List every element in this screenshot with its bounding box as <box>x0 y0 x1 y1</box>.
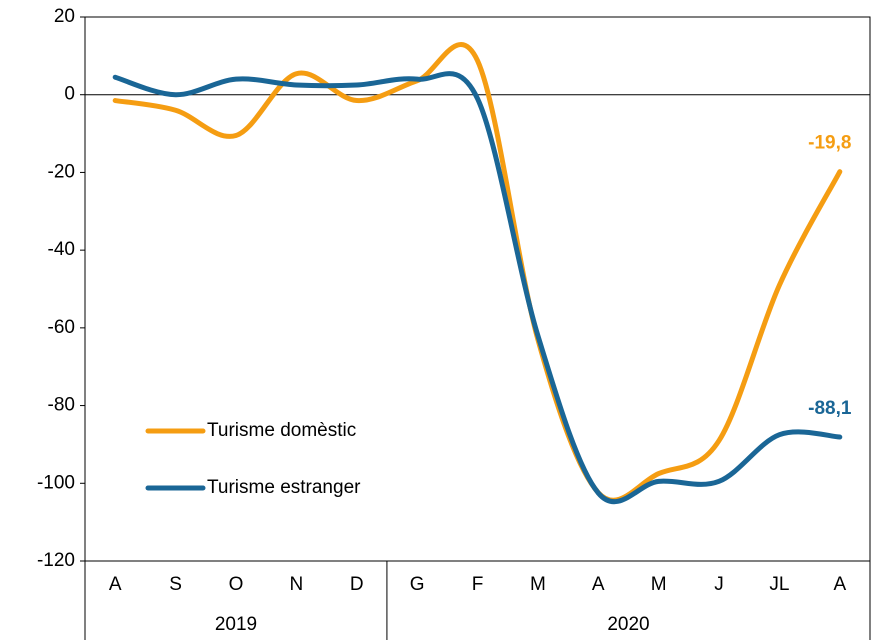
y-tick-label: 0 <box>64 84 75 105</box>
group-label: 2019 <box>215 614 257 635</box>
series-line <box>112 71 843 505</box>
x-tick-label: M <box>651 574 667 595</box>
x-tick-label: D <box>350 574 364 595</box>
x-tick-label: N <box>289 574 303 595</box>
x-tick-label: G <box>410 574 425 595</box>
series-line <box>112 42 843 503</box>
legend-label: Turisme estranger <box>207 477 361 498</box>
y-tick-label: -100 <box>37 472 75 493</box>
x-tick-label: JL <box>769 574 789 595</box>
group-label: 2020 <box>607 614 649 635</box>
x-tick-label: A <box>833 574 846 595</box>
y-tick-label: -120 <box>37 550 75 571</box>
x-tick-label: O <box>229 574 244 595</box>
y-tick-label: 20 <box>54 6 75 27</box>
y-tick-label: -60 <box>48 317 75 338</box>
x-tick-label: F <box>472 574 484 595</box>
plot-frame <box>84 16 871 562</box>
x-tick-label: J <box>714 574 724 595</box>
legend-label: Turisme domèstic <box>207 420 356 441</box>
value-label: -88,1 <box>808 398 852 419</box>
value-label: -19,8 <box>808 133 851 154</box>
x-tick-label: S <box>169 574 182 595</box>
x-tick-label: M <box>530 574 546 595</box>
y-tick-label: -20 <box>48 161 75 182</box>
x-tick-label: A <box>109 574 122 595</box>
y-tick-label: -80 <box>48 395 75 416</box>
x-tick-label: A <box>592 574 605 595</box>
y-tick-label: -40 <box>48 239 75 260</box>
